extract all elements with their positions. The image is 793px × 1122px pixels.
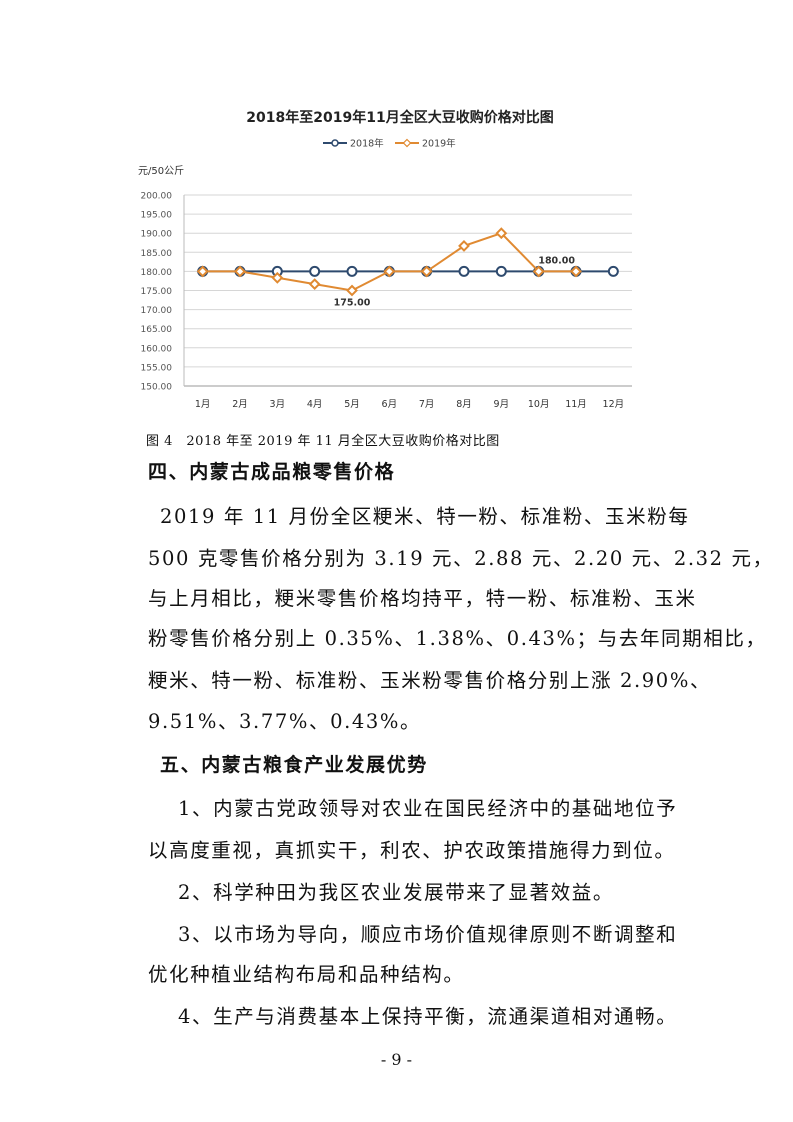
data-point <box>309 265 321 277</box>
x-tick-label: 2月 <box>232 399 248 410</box>
data-point <box>607 265 619 277</box>
x-tick-label: 8月 <box>456 399 472 410</box>
x-tick-label: 9月 <box>494 399 510 410</box>
data-point <box>271 271 284 284</box>
data-point <box>458 240 470 252</box>
y-tick-label: 180.00 <box>141 268 173 278</box>
paragraph-line: 9.51%、3.77%、0.43%。 <box>148 710 422 733</box>
data-point <box>495 265 507 277</box>
chart-title: 2018年至2019年11月全区大豆收购价格对比图 <box>246 109 553 126</box>
legend-marker-circle-icon <box>331 139 339 147</box>
y-tick-label: 185.00 <box>141 249 173 259</box>
paragraph-line: 以高度重视，真抓实干，利农、护农政策措施得力到位。 <box>148 839 676 862</box>
data-point <box>308 278 321 291</box>
paragraph-line: 2、科学种田为我区农业发展带来了显著效益。 <box>178 881 615 904</box>
data-point <box>234 265 246 278</box>
paragraph-line: 与上月相比，粳米零售价格均持平，特一粉、标准粉、玉米 <box>148 587 697 610</box>
x-tick-label: 10月 <box>528 399 550 410</box>
data-point <box>196 265 209 278</box>
data-point <box>346 284 358 297</box>
figure-caption: 图 4 2018 年至 2019 年 11 月全区大豆收购价格对比图 <box>146 434 500 449</box>
y-tick-label: 150.00 <box>141 383 173 393</box>
data-point <box>383 265 396 278</box>
y-tick-label: 165.00 <box>141 325 173 335</box>
paragraph-line: 4、生产与消费基本上保持平衡，流通渠道相对通畅。 <box>178 1005 678 1028</box>
paragraph-line: 粳米、特一粉、标准粉、玉米粉零售价格分别上涨 2.90%、 <box>148 669 712 692</box>
data-point <box>495 227 508 240</box>
paragraph-line: 3、以市场为导向，顺应市场价值规律原则不断调整和 <box>178 923 678 946</box>
x-tick-label: 7月 <box>419 399 435 410</box>
y-tick-label: 195.00 <box>141 211 173 221</box>
legend-label: 2019年 <box>422 138 456 150</box>
x-tick-label: 5月 <box>344 399 360 410</box>
x-tick-label: 3月 <box>270 399 286 410</box>
y-tick-label: 175.00 <box>141 287 173 297</box>
paragraph-line: 1、内蒙古党政领导对农业在国民经济中的基础地位予 <box>178 797 678 820</box>
y-axis-label: 元/50公斤 <box>138 165 184 177</box>
paragraph-line: 粉零售价格分别上 0.35%、1.38%、0.43%；与去年同期相比， <box>148 627 767 650</box>
paragraph-line: 2019 年 11 月份全区粳米、特一粉、标准粉、玉米粉每 <box>160 505 690 528</box>
y-tick-label: 200.00 <box>141 192 173 202</box>
series-line-2019年 <box>202 232 576 292</box>
data-point <box>420 265 433 278</box>
data-label: 175.00 <box>334 298 371 309</box>
x-tick-label: 1月 <box>195 399 211 410</box>
y-tick-label: 190.00 <box>141 230 173 240</box>
legend-label: 2018年 <box>350 138 384 150</box>
data-point <box>570 265 582 278</box>
data-label: 180.00 <box>538 255 575 266</box>
data-point <box>532 265 545 278</box>
x-tick-label: 12月 <box>603 399 625 410</box>
page-number: - 9 - <box>380 1050 413 1069</box>
data-point <box>346 265 358 277</box>
x-tick-label: 4月 <box>307 399 323 410</box>
section-heading-5: 五、内蒙古粮食产业发展优势 <box>160 754 428 776</box>
section-heading-4: 四、内蒙古成品粮零售价格 <box>148 461 396 483</box>
y-tick-label: 170.00 <box>141 306 173 316</box>
x-tick-label: 6月 <box>382 399 398 410</box>
x-tick-label: 11月 <box>565 399 587 410</box>
y-tick-label: 160.00 <box>141 344 173 354</box>
legend-marker-diamond-icon <box>402 138 412 148</box>
y-tick-label: 155.00 <box>141 363 173 373</box>
paragraph-line: 500 克零售价格分别为 3.19 元、2.88 元、2.20 元、2.32 元… <box>148 547 774 570</box>
paragraph-line: 优化种植业结构布局和品种结构。 <box>148 963 465 986</box>
data-point <box>458 265 470 277</box>
